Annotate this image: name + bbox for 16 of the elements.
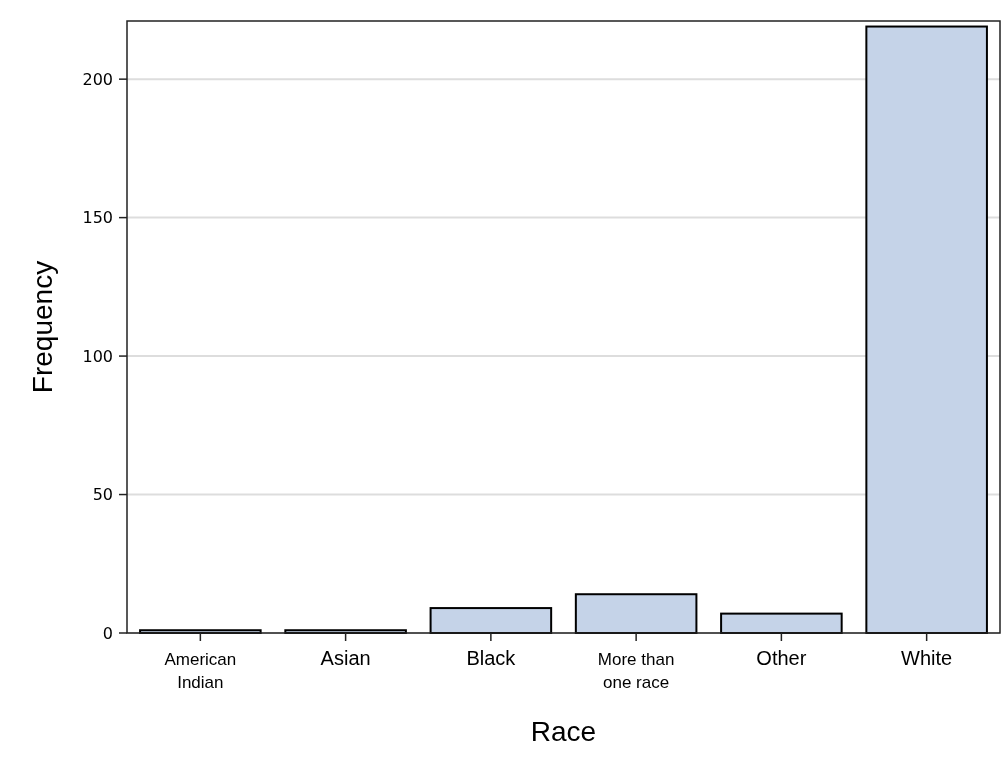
x-tick-label: More than one race bbox=[597, 650, 675, 692]
bar bbox=[429, 607, 553, 634]
y-tick-label: 200 bbox=[82, 69, 113, 89]
y-tick-label: 150 bbox=[82, 208, 113, 228]
y-axis-title: Frequency bbox=[27, 260, 58, 394]
x-tick-label: Asian bbox=[320, 647, 371, 669]
y-tick-label: 0 bbox=[102, 623, 113, 643]
y-tick-label: 50 bbox=[92, 485, 113, 505]
bar bbox=[574, 593, 698, 634]
bar bbox=[865, 25, 988, 634]
x-axis-title: Race bbox=[530, 716, 597, 747]
x-tick-label: Black bbox=[466, 647, 517, 669]
x-tick-label: Other bbox=[756, 647, 807, 669]
x-tick-label: American Indian bbox=[164, 650, 237, 692]
y-tick-label: 100 bbox=[82, 346, 113, 366]
x-tick-label: White bbox=[901, 647, 953, 669]
